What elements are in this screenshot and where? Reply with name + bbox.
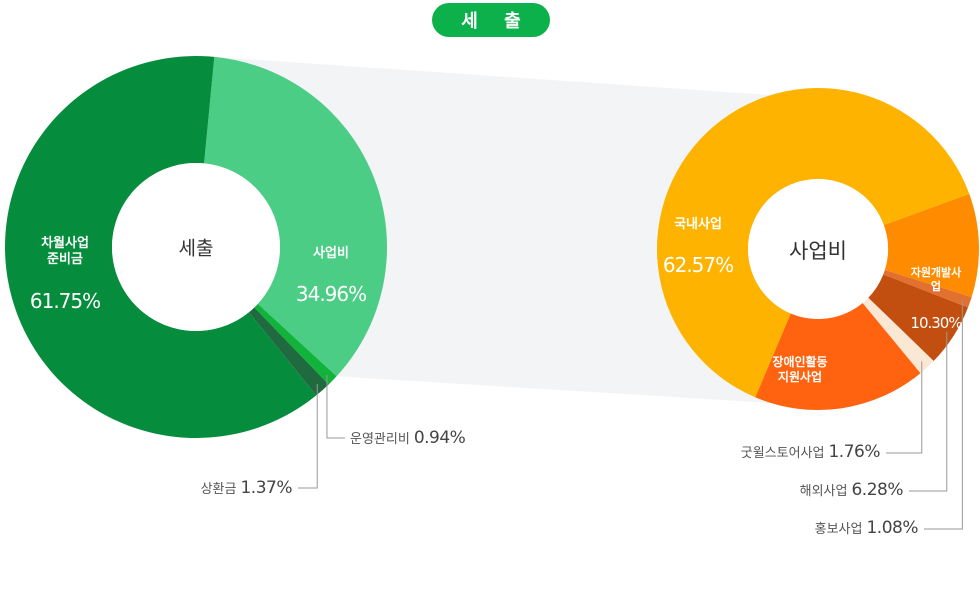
slice-value: 1.76% <box>828 442 880 462</box>
slice-label-domestic: 국내사업 62.57% <box>662 197 734 298</box>
slice-name: 상환금 <box>200 482 237 497</box>
callout-goodwill: 굿윌스토어사업 1.76% <box>740 442 881 462</box>
slice-label-disability: 장애인활동 지원사업 17.21% <box>768 334 833 451</box>
slice-value: 6.28% <box>851 480 903 500</box>
slice-value: 1.37% <box>240 478 292 498</box>
left-slice-2 <box>248 307 329 396</box>
slice-value: 1.08% <box>866 518 918 538</box>
leader-line-operation <box>326 374 345 439</box>
slice-name: 국내사업 <box>674 217 722 232</box>
leader-line-overseas <box>909 331 948 492</box>
right-slice-2 <box>868 274 969 362</box>
right-slice-3 <box>862 297 934 374</box>
slice-name: 차월사업 준비금 <box>41 236 89 268</box>
right-slice-4 <box>755 302 921 410</box>
left-slice-3 <box>5 55 317 438</box>
callout-operation: 운영관리비 0.94% <box>350 428 466 448</box>
callout-overseas: 해외사업 6.28% <box>799 480 904 500</box>
slice-label-reserve: 차월사업 준비금 61.75% <box>29 216 101 334</box>
callout-promotion: 홍보사업 1.08% <box>814 518 919 538</box>
slice-value: 61.75% <box>29 288 101 313</box>
right-slice-5 <box>657 87 970 398</box>
slice-value: 34.96% <box>295 282 367 307</box>
slice-name: 굿윌스토어사업 <box>740 446 825 461</box>
slice-name: 사업비 <box>313 246 349 261</box>
slice-label-project-cost: 사업비 34.96% <box>295 226 367 327</box>
slice-value: 10.30% <box>910 313 962 332</box>
leader-line-goodwill <box>886 361 923 454</box>
title-badge: 세 출 <box>432 3 550 37</box>
slice-name: 홍보사업 <box>814 522 863 537</box>
slice-name: 해외사업 <box>799 484 848 499</box>
right-slice-0 <box>883 193 980 298</box>
left-donut-center-label: 세출 <box>178 237 214 260</box>
leader-line-promotion <box>924 299 963 530</box>
right-slice-1 <box>883 269 972 308</box>
leader-line-repayment <box>298 384 318 489</box>
left-donut-hole <box>112 163 280 331</box>
left-slice-1 <box>254 303 337 385</box>
slice-name: 운영관리비 <box>350 432 410 447</box>
slice-name: 장애인활동 지원사업 <box>772 354 828 385</box>
slice-label-resource: 자원개발사업 10.30% <box>910 246 962 352</box>
slice-name: 자원개발사업 <box>910 266 962 293</box>
right-donut-center-label: 사업비 <box>789 239 847 263</box>
slice-value: 0.94% <box>413 428 466 448</box>
right-donut-hole <box>748 179 888 319</box>
callout-repayment: 상환금 1.37% <box>200 478 293 498</box>
left-slice-0 <box>204 56 388 377</box>
slice-value: 62.57% <box>662 253 734 278</box>
slice-value: 17.21% <box>768 407 833 429</box>
